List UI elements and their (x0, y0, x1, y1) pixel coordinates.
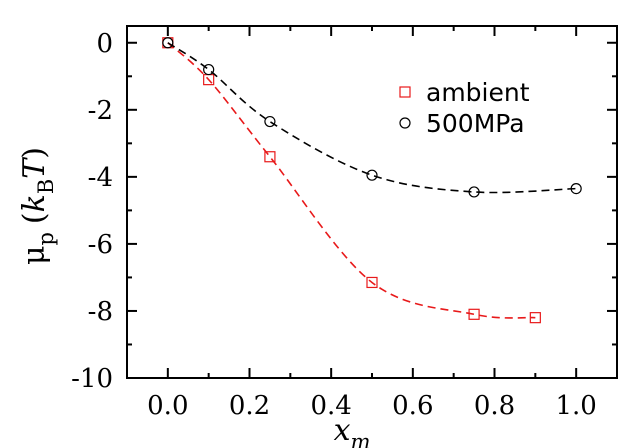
y-axis-title-k: k (17, 194, 52, 212)
data-point-ambient (468, 308, 480, 320)
series-line-500mpa (167, 42, 577, 194)
x-axis-title-sub: m (351, 430, 371, 448)
y-axis-title-greek-sub: p (34, 232, 58, 245)
y-axis-title-k-sub: B (34, 179, 58, 194)
data-point-ambient (366, 276, 378, 289)
y-axis-title-greek: μ (17, 246, 52, 266)
y-tick-label: -2 (88, 96, 113, 126)
series-layer (162, 37, 582, 324)
data-point-500mpa (203, 63, 215, 76)
y-axis-ticks: 0 -2 -4 -6 -8 -10 (71, 29, 617, 394)
series-500mpa (162, 37, 582, 198)
data-point-500mpa (366, 169, 378, 181)
y-axis-title-open: ( (17, 212, 52, 224)
legend-label-ambient: ambient (426, 78, 530, 107)
legend: ambient 500MPa (399, 78, 530, 138)
y-axis-title: μp (kBT) (17, 147, 58, 265)
legend-label-500mpa: 500MPa (426, 109, 525, 138)
x-tick-label: 0.8 (474, 391, 515, 421)
plot-frame (126, 25, 618, 379)
y-tick-label: -4 (88, 163, 113, 193)
x-axis-ticks: 0.0 0.2 0.4 0.6 0.8 1.0 (126, 26, 597, 421)
y-axis-title-close: ) (17, 147, 52, 159)
y-tick-label: -10 (71, 364, 113, 394)
y-tick-label: -6 (88, 230, 113, 260)
x-tick-label: 1.0 (555, 391, 596, 421)
y-tick-label: 0 (96, 29, 113, 59)
data-point-500mpa (162, 37, 174, 49)
data-point-500mpa (468, 186, 480, 198)
data-point-500mpa (570, 182, 582, 195)
data-point-ambient (264, 151, 276, 163)
y-axis-title-t: T (17, 157, 52, 179)
x-axis-title-main: x (334, 413, 351, 448)
legend-marker-500mpa (399, 117, 411, 129)
data-point-ambient (529, 312, 541, 324)
x-tick-label: 0.4 (310, 391, 351, 421)
x-tick-label: 0.6 (392, 391, 433, 421)
data-point-500mpa (264, 115, 276, 128)
series-line-ambient (167, 42, 536, 319)
legend-marker-ambient (399, 86, 411, 98)
x-tick-label: 0.0 (147, 391, 188, 421)
y-tick-label: -8 (88, 297, 113, 327)
x-axis-title: xm (334, 413, 371, 448)
x-tick-label: 0.2 (229, 391, 270, 421)
